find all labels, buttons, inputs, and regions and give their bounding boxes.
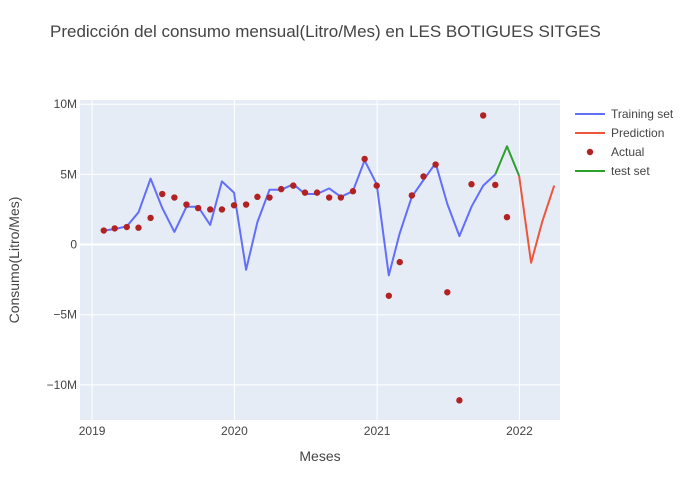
legend-item-test-set[interactable]: test set <box>575 164 650 178</box>
y-axis-ticks: 10M 5M 0 −5M −10M <box>47 97 78 392</box>
data-point-actual <box>207 206 214 213</box>
data-point-actual <box>147 214 154 222</box>
legend-label: test set <box>611 164 650 178</box>
y-tick-label: −10M <box>47 378 77 392</box>
data-point-actual <box>325 194 333 201</box>
data-point-actual <box>337 194 345 201</box>
data-point-actual <box>503 213 511 221</box>
data-point-actual <box>230 202 238 209</box>
data-point-actual <box>349 188 357 195</box>
chart-title: Predicción del consumo mensual(Litro/Mes… <box>50 22 601 41</box>
x-axis-title: Meses <box>299 448 340 464</box>
data-point-actual <box>301 189 309 196</box>
x-tick-label: 2022 <box>506 424 533 438</box>
series-layer <box>100 112 556 404</box>
data-point-actual <box>159 190 166 198</box>
data-point-actual <box>492 181 499 189</box>
y-axis-title: Consumo(Litro/Mes) <box>6 197 22 324</box>
data-point-actual <box>444 289 451 296</box>
data-point-actual <box>278 185 285 193</box>
legend-swatch <box>586 148 594 156</box>
data-point-actual <box>313 189 321 196</box>
data-point-actual <box>396 258 403 266</box>
x-tick-label: 2019 <box>79 424 106 438</box>
legend-item-training-set[interactable]: Training set <box>575 107 674 121</box>
y-tick-label: 0 <box>70 238 77 252</box>
series-line-training-set <box>103 159 496 277</box>
data-point-actual <box>432 161 439 168</box>
y-tick-label: −5M <box>53 308 77 322</box>
plot-area <box>80 100 560 420</box>
x-axis-ticks: 2019 2020 2021 2022 <box>79 424 533 438</box>
data-point-actual <box>135 224 142 231</box>
data-point-actual <box>242 201 250 208</box>
data-point-actual <box>290 182 297 189</box>
data-point-actual <box>361 155 368 163</box>
y-tick-label: 10M <box>54 97 77 111</box>
data-point-actual <box>100 227 107 234</box>
y-tick-label: 5M <box>60 167 77 181</box>
series-line-prediction <box>518 175 556 264</box>
data-point-actual <box>385 292 393 299</box>
data-point-actual <box>171 194 178 201</box>
data-point-actual <box>111 225 118 232</box>
x-tick-label: 2020 <box>221 424 248 438</box>
data-point-actual <box>254 193 261 201</box>
data-point-actual <box>218 206 226 213</box>
legend-item-prediction[interactable]: Prediction <box>575 126 664 140</box>
data-point-actual <box>420 173 427 180</box>
x-tick-label: 2021 <box>364 424 391 438</box>
grid-lines <box>80 100 560 420</box>
legend-label: Prediction <box>611 126 664 140</box>
legend-item-actual[interactable]: Actual <box>586 145 645 159</box>
data-point-actual <box>408 192 416 199</box>
legend-label: Training set <box>611 107 674 121</box>
data-point-actual <box>183 201 190 208</box>
legend[interactable]: Training set Prediction Actual test set <box>575 107 674 178</box>
data-point-actual <box>479 112 487 119</box>
data-point-actual <box>456 397 463 404</box>
legend-label: Actual <box>611 145 644 159</box>
data-point-actual <box>194 204 202 212</box>
data-point-actual <box>266 194 273 201</box>
data-point-actual <box>373 182 380 189</box>
data-point-actual <box>123 223 130 231</box>
series-line-test-set <box>494 145 521 177</box>
data-point-actual <box>468 181 475 188</box>
